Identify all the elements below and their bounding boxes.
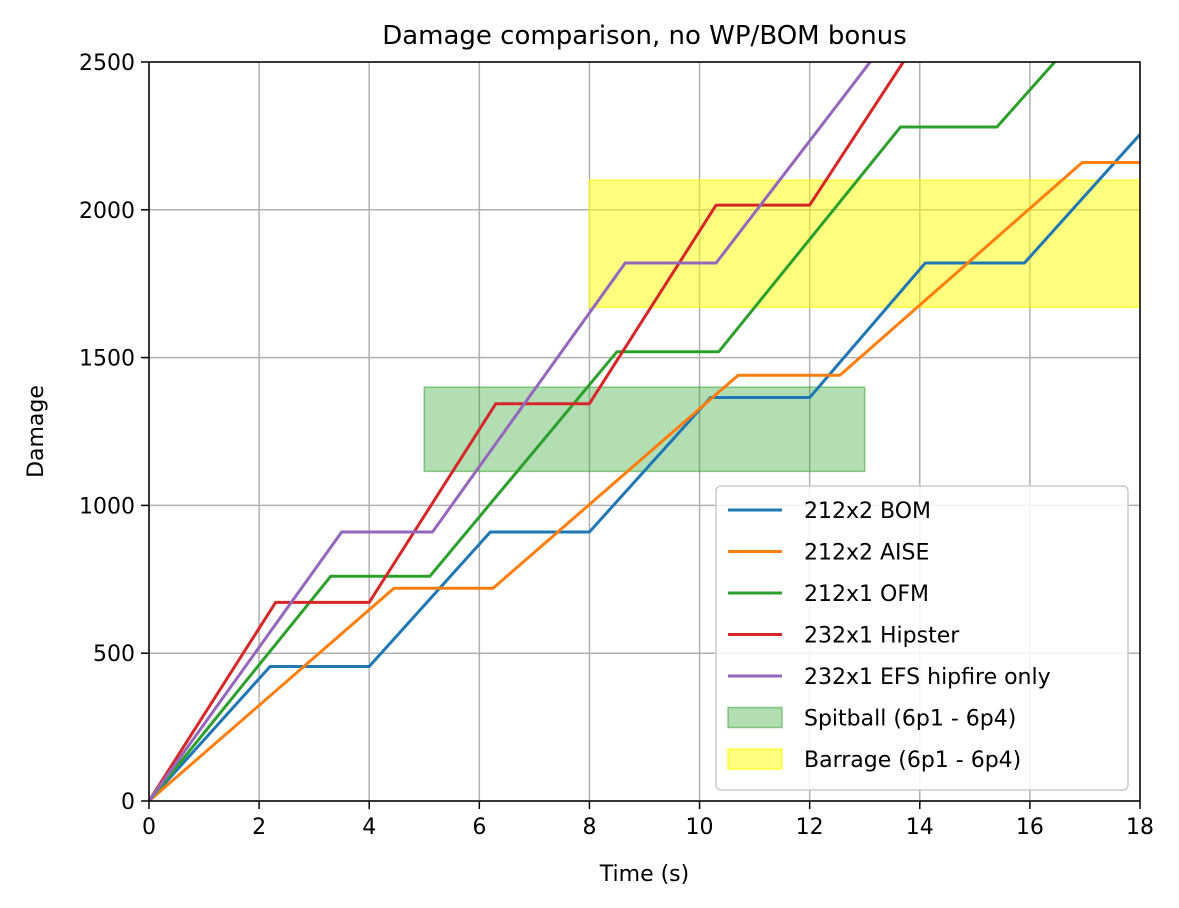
x-tick-label: 0 bbox=[142, 815, 156, 840]
legend-label-series-3: 212x1 OFM bbox=[804, 582, 929, 607]
shaded-bands bbox=[423, 179, 1141, 473]
legend-label-series-5: 232x1 EFS hipfire only bbox=[804, 665, 1051, 690]
x-tick-label: 18 bbox=[1126, 815, 1154, 840]
band-barrage bbox=[588, 179, 1141, 309]
x-tick-label: 6 bbox=[472, 815, 486, 840]
series-lines bbox=[149, 62, 1140, 801]
series-line-5 bbox=[149, 62, 872, 801]
legend-swatch-band-1 bbox=[727, 706, 783, 729]
x-axis-ticks: 0 2 4 6 8 10 12 14 16 18 bbox=[142, 801, 1154, 840]
legend-label-band-1: Spitball (6p1 - 6p4) bbox=[804, 707, 1016, 732]
y-tick-label: 1000 bbox=[79, 494, 135, 519]
x-tick-label: 16 bbox=[1016, 815, 1044, 840]
series-line-2 bbox=[149, 161, 1140, 801]
y-tick-label: 0 bbox=[121, 790, 135, 815]
legend: 212x2 BOM 212x2 AISE 212x1 OFM 232x1 Hipste… bbox=[715, 485, 1129, 791]
legend-label-series-2: 212x2 AISE bbox=[804, 541, 929, 566]
legend-label-series-4: 232x1 Hipster bbox=[804, 624, 960, 649]
legend-label-series-1: 212x2 BOM bbox=[804, 499, 931, 524]
x-tick-label: 4 bbox=[362, 815, 376, 840]
y-axis-ticks: 0 500 1000 1500 2000 2500 bbox=[79, 51, 149, 815]
y-tick-label: 2500 bbox=[79, 51, 135, 76]
x-tick-label: 2 bbox=[252, 815, 266, 840]
y-tick-label: 1500 bbox=[79, 347, 135, 372]
y-axis-label: Damage bbox=[24, 385, 49, 478]
y-tick-label: 2000 bbox=[79, 199, 135, 224]
x-tick-label: 14 bbox=[906, 815, 934, 840]
band-spitball bbox=[423, 386, 866, 473]
plot-frame bbox=[148, 61, 1141, 802]
legend-swatch-band-2 bbox=[727, 748, 783, 770]
x-tick-label: 10 bbox=[686, 815, 714, 840]
legend-label-band-2: Barrage (6p1 - 6p4) bbox=[804, 748, 1021, 773]
chart-title: Damage comparison, no WP/BOM bonus bbox=[382, 21, 907, 51]
x-axis-label: Time (s) bbox=[599, 862, 689, 887]
series-line-3 bbox=[149, 62, 1056, 801]
y-tick-label: 500 bbox=[93, 642, 135, 667]
x-tick-label: 8 bbox=[582, 815, 596, 840]
x-tick-label: 12 bbox=[796, 815, 824, 840]
series-line-1 bbox=[149, 133, 1140, 801]
legend-box bbox=[715, 485, 1129, 791]
